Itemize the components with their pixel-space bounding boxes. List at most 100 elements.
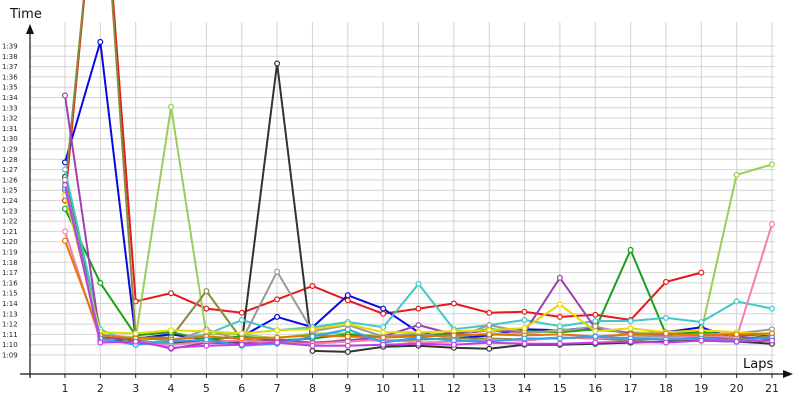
y-axis-arrow — [26, 24, 34, 34]
data-point — [238, 330, 245, 337]
data-point — [733, 331, 740, 338]
data-point — [309, 342, 316, 349]
x-tick-label: 21 — [765, 382, 779, 395]
data-point — [521, 317, 528, 324]
data-point — [97, 279, 104, 286]
x-tick-label: 10 — [376, 382, 390, 395]
data-point — [274, 60, 281, 67]
data-point — [450, 332, 457, 339]
y-tick-label: 1:23 — [2, 207, 18, 215]
data-point — [203, 342, 210, 349]
y-tick-label: 1:19 — [2, 249, 18, 257]
axis-layer — [20, 24, 793, 378]
data-point — [592, 333, 599, 340]
data-point — [238, 309, 245, 316]
data-point — [768, 161, 775, 168]
x-axis-arrow — [783, 370, 793, 378]
x-tick-label: 13 — [482, 382, 496, 395]
data-point — [274, 339, 281, 346]
x-tick-label: 5 — [203, 382, 210, 395]
data-point — [592, 328, 599, 335]
y-tick-label: 1:16 — [2, 279, 18, 287]
data-point — [344, 326, 351, 333]
x-tick-label: 14 — [518, 382, 532, 395]
data-point — [698, 327, 705, 334]
data-point — [556, 313, 563, 320]
data-point — [627, 338, 634, 345]
data-point — [203, 288, 210, 295]
data-point — [627, 246, 634, 253]
x-tick-label: 2 — [97, 382, 104, 395]
data-point — [556, 335, 563, 342]
data-point — [627, 325, 634, 332]
x-tick-label: 7 — [274, 382, 281, 395]
data-point — [486, 339, 493, 346]
data-point — [556, 323, 563, 330]
x-tick-label: 6 — [238, 382, 245, 395]
data-point — [238, 317, 245, 324]
data-point — [344, 342, 351, 349]
y-tick-label: 1:30 — [2, 135, 18, 143]
data-point — [380, 341, 387, 348]
data-point — [733, 171, 740, 178]
data-point — [61, 228, 68, 235]
data-point — [592, 323, 599, 330]
y-tick-label: 1:24 — [2, 197, 18, 205]
y-tick-label: 1:27 — [2, 166, 18, 174]
data-point — [203, 336, 210, 343]
series-line — [61, 182, 775, 351]
data-point — [168, 103, 175, 110]
data-point — [592, 318, 599, 325]
data-point — [415, 280, 422, 287]
data-point — [733, 338, 740, 345]
data-point — [168, 327, 175, 334]
data-point — [662, 339, 669, 346]
y-tick-label: 1:29 — [2, 146, 18, 154]
data-point — [344, 292, 351, 299]
data-point — [521, 308, 528, 315]
data-point — [344, 321, 351, 328]
data-point — [274, 268, 281, 275]
y-tick-label: 1:25 — [2, 187, 18, 195]
x-tick-label: 18 — [659, 382, 673, 395]
x-tick-label: 8 — [309, 382, 316, 395]
data-point — [521, 340, 528, 347]
data-point — [521, 325, 528, 332]
data-point — [61, 166, 68, 173]
data-point — [450, 300, 457, 307]
data-point — [698, 319, 705, 326]
data-point — [556, 301, 563, 308]
x-tick-label: 9 — [344, 382, 351, 395]
y-tick-label: 1:13 — [2, 310, 18, 318]
y-tick-label: 1:18 — [2, 259, 18, 267]
data-point — [309, 283, 316, 290]
y-tick-label: 1:17 — [2, 269, 18, 277]
data-point — [380, 305, 387, 312]
data-point — [274, 313, 281, 320]
data-point — [415, 340, 422, 347]
data-point — [132, 338, 139, 345]
data-point — [733, 298, 740, 305]
y-tick-label: 1:20 — [2, 238, 18, 246]
y-tick-label: 1:22 — [2, 218, 18, 226]
data-point — [627, 318, 634, 325]
data-point — [309, 347, 316, 354]
x-tick-label: 12 — [447, 382, 461, 395]
data-point — [380, 324, 387, 331]
data-point — [344, 333, 351, 340]
y-tick-label: 1:12 — [2, 321, 18, 329]
data-point — [768, 221, 775, 228]
y-tick-label: 1:37 — [2, 63, 18, 71]
y-tick-label: 1:33 — [2, 104, 18, 112]
data-point — [556, 340, 563, 347]
x-tick-label: 16 — [588, 382, 602, 395]
data-point — [97, 339, 104, 346]
data-point — [768, 337, 775, 344]
data-point — [309, 326, 316, 333]
data-point — [61, 182, 68, 189]
data-point — [238, 335, 245, 342]
x-tick-label: 19 — [694, 382, 708, 395]
data-point — [768, 305, 775, 312]
